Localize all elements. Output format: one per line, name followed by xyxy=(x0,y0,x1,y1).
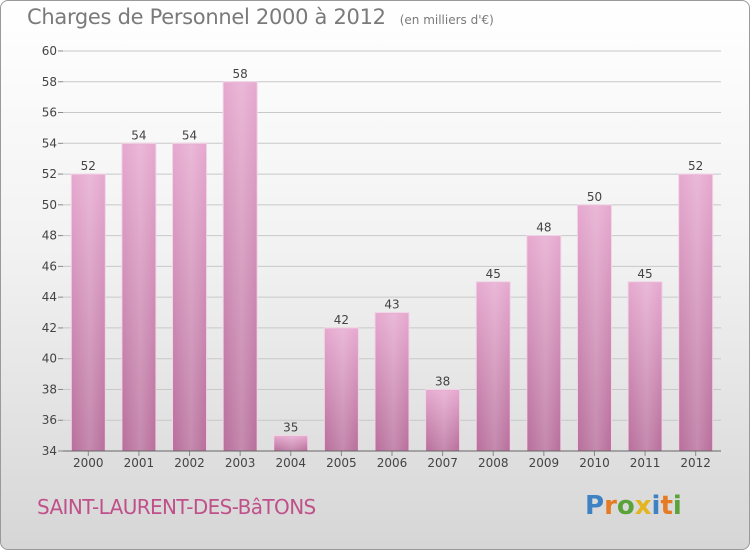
y-axis-ticks: 34 36 38 40 42 44 46 48 50 52 54 56 58 60 xyxy=(42,44,63,458)
y-tick-label: 58 xyxy=(42,75,57,89)
commune-name: SAINT-LAURENT-DES-BâTONS xyxy=(37,495,316,519)
logo-letter: i xyxy=(651,491,661,521)
x-tick-label: 2002 xyxy=(174,456,205,470)
bar-highlight xyxy=(477,282,510,451)
data-label: 54 xyxy=(182,128,197,142)
y-tick-label: 44 xyxy=(42,290,57,304)
bar-highlight xyxy=(224,82,257,452)
x-tick-label: 2001 xyxy=(124,456,155,470)
x-tick-label: 2008 xyxy=(478,456,509,470)
data-label: 45 xyxy=(637,267,652,281)
x-tick-label: 2005 xyxy=(326,456,357,470)
y-tick-label: 38 xyxy=(42,382,57,396)
bar-highlight xyxy=(122,144,155,452)
bar-highlight xyxy=(426,390,459,451)
bar-highlight xyxy=(72,175,105,452)
logo-letter: x xyxy=(634,491,652,521)
data-label: 50 xyxy=(587,190,602,204)
x-tick-label: 2000 xyxy=(73,456,104,470)
chart-title-text: Charges de Personnel 2000 à 2012 xyxy=(27,5,386,29)
chart-title: Charges de Personnel 2000 à 2012 (en mill… xyxy=(27,5,494,29)
chart-unit: (en milliers d'€) xyxy=(399,13,494,27)
x-tick-label: 2004 xyxy=(275,456,306,470)
bar-highlight xyxy=(629,282,662,451)
data-label: 38 xyxy=(435,374,450,388)
x-tick-label: 2003 xyxy=(225,456,256,470)
y-tick-label: 36 xyxy=(42,413,57,427)
x-tick-label: 2010 xyxy=(579,456,610,470)
y-tick-label: 56 xyxy=(42,106,57,120)
y-tick-label: 46 xyxy=(42,259,57,273)
y-tick-label: 52 xyxy=(42,167,57,181)
y-tick-label: 42 xyxy=(42,321,57,335)
logo-letter: P xyxy=(585,491,605,521)
bar-highlight xyxy=(173,144,206,452)
x-axis-ticks: 2000 2001 2002 2003 2004 2005 2006 2007 2008 2009… xyxy=(73,451,711,470)
data-label: 42 xyxy=(334,313,349,327)
data-label: 58 xyxy=(233,67,248,81)
x-tick-label: 2012 xyxy=(680,456,711,470)
y-tick-label: 54 xyxy=(42,136,57,150)
bar-highlight xyxy=(527,236,560,451)
logo-letter: o xyxy=(616,491,635,521)
x-tick-label: 2007 xyxy=(427,456,458,470)
y-tick-label: 60 xyxy=(42,44,57,58)
data-label: 48 xyxy=(536,221,551,235)
x-tick-label: 2011 xyxy=(630,456,661,470)
bar-highlight xyxy=(325,328,358,451)
logo-letter: r xyxy=(604,491,617,521)
data-label: 43 xyxy=(384,298,399,312)
y-tick-label: 48 xyxy=(42,229,57,243)
bar-highlight xyxy=(274,436,307,451)
logo-letter: t xyxy=(660,491,673,521)
data-labels: 52 54 54 58 35 42 43 38 45 48 50 45 52 xyxy=(81,67,704,435)
proxiti-logo: Proxiti xyxy=(585,491,682,521)
y-tick-label: 34 xyxy=(42,444,57,458)
y-tick-label: 50 xyxy=(42,198,57,212)
logo-letter: i xyxy=(672,491,682,521)
data-label: 45 xyxy=(486,267,501,281)
bar-highlight xyxy=(679,175,712,452)
bar-highlight xyxy=(578,205,611,451)
x-tick-label: 2009 xyxy=(529,456,560,470)
data-label: 52 xyxy=(688,159,703,173)
y-tick-label: 40 xyxy=(42,352,57,366)
data-label: 52 xyxy=(81,159,96,173)
data-label: 35 xyxy=(283,421,298,435)
x-tick-label: 2006 xyxy=(377,456,408,470)
bar-highlight xyxy=(376,313,408,451)
data-label: 54 xyxy=(131,128,146,142)
